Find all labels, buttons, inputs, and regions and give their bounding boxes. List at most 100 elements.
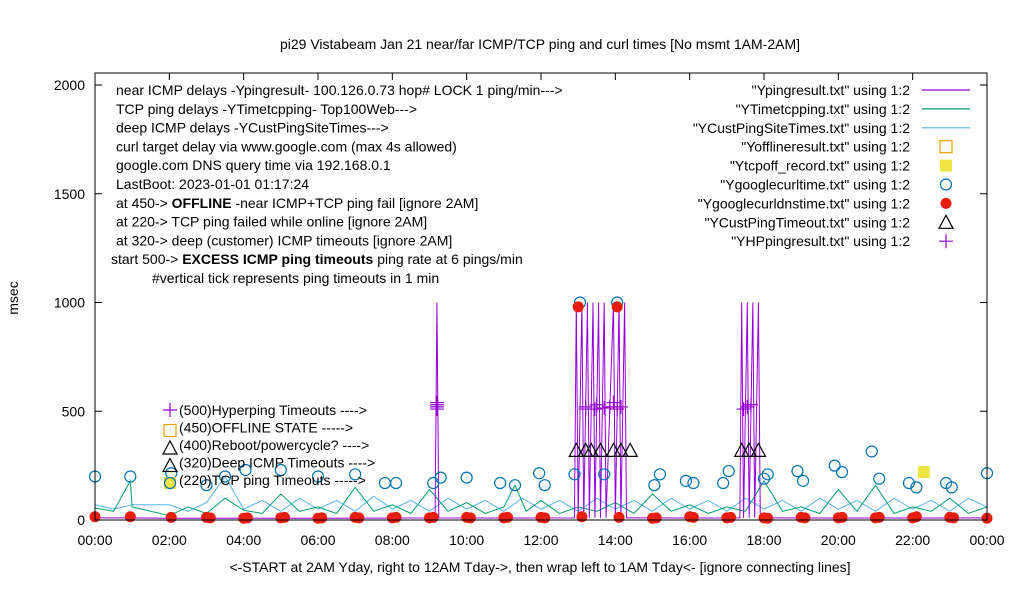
legend-label: "Ygooglecurldnstime.txt" using 1:2 bbox=[698, 195, 910, 211]
note-text: at 220-> TCP ping failed while online [i… bbox=[116, 214, 427, 230]
data-point bbox=[722, 464, 735, 478]
data-point bbox=[124, 511, 136, 523]
data-point bbox=[568, 468, 581, 481]
x-tick-label: 00:00 bbox=[969, 532, 1004, 548]
note-line: google.com DNS query time via 192.168.0.… bbox=[116, 157, 391, 173]
data-point bbox=[274, 463, 287, 477]
legend-label: "YHPpingresult.txt" using 1:2 bbox=[731, 233, 910, 249]
note-text: #vertical tick represents ping timeouts … bbox=[152, 270, 439, 286]
x-axis-label: <-START at 2AM Yday, right to 12AM Tday-… bbox=[229, 559, 850, 575]
data-point bbox=[165, 511, 177, 523]
data-point bbox=[835, 466, 849, 479]
level-marker bbox=[163, 423, 177, 438]
legend-sample bbox=[940, 197, 952, 209]
data-point bbox=[948, 512, 960, 524]
legend-label: "Ygooglecurltime.txt" using 1:2 bbox=[720, 177, 910, 193]
data-point bbox=[311, 470, 325, 483]
data-point bbox=[873, 511, 885, 523]
legend-label: "Ytcpoff_record.txt" using 1:2 bbox=[730, 158, 910, 174]
note-line: at 450-> OFFLINE -near ICMP+TCP ping fai… bbox=[116, 195, 478, 211]
data-point bbox=[828, 459, 841, 472]
data-point bbox=[508, 479, 522, 492]
note-line: #vertical tick represents ping timeouts … bbox=[152, 270, 439, 286]
data-point bbox=[910, 481, 923, 494]
series-line bbox=[94, 479, 988, 517]
data-point bbox=[538, 479, 551, 492]
data-point bbox=[576, 511, 588, 523]
data-point bbox=[611, 301, 623, 313]
data-point bbox=[124, 470, 137, 483]
note-text: near ICMP delays -Ypingresult- 100.126.0… bbox=[116, 82, 563, 98]
data-point bbox=[917, 466, 930, 479]
data-point bbox=[761, 468, 774, 481]
note-line: at 220-> TCP ping failed while online [i… bbox=[116, 214, 427, 230]
data-point bbox=[464, 512, 476, 524]
y-tick-label: 2000 bbox=[54, 77, 85, 93]
note-text: curl target delay via www.google.com (ma… bbox=[116, 138, 457, 154]
x-tick-label: 20:00 bbox=[821, 532, 856, 548]
data-point bbox=[865, 445, 878, 458]
x-tick-label: 12:00 bbox=[523, 532, 558, 548]
data-point bbox=[597, 400, 612, 415]
series-line bbox=[94, 475, 988, 512]
level-marker bbox=[163, 403, 177, 417]
level-label: (450)OFFLINE STATE -----> bbox=[179, 420, 353, 436]
x-tick-label: 16:00 bbox=[672, 532, 707, 548]
series-line bbox=[95, 302, 988, 519]
note-text: at 320-> deep (customer) ICMP timeouts [… bbox=[116, 232, 452, 248]
data-point bbox=[316, 512, 328, 524]
data-point bbox=[650, 512, 662, 524]
data-point bbox=[349, 468, 362, 481]
note-line: TCP ping delays -YTimetcpping- Top100Web… bbox=[116, 101, 417, 117]
data-point bbox=[610, 402, 625, 417]
note-text: google.com DNS query time via 192.168.0.… bbox=[116, 157, 391, 173]
data-point bbox=[910, 511, 922, 523]
data-point bbox=[241, 512, 253, 524]
x-tick-label: 02:00 bbox=[152, 532, 187, 548]
data-point bbox=[502, 511, 514, 523]
y-tick-label: 1000 bbox=[54, 295, 85, 311]
note-line: curl target delay via www.google.com (ma… bbox=[116, 138, 457, 154]
data-point bbox=[648, 479, 661, 492]
data-point bbox=[353, 512, 365, 524]
note-line: deep ICMP delays -YCustPingSiteTimes---> bbox=[116, 120, 389, 136]
data-point bbox=[873, 472, 886, 485]
data-point bbox=[200, 479, 213, 492]
legend: "Ypingresult.txt" using 1:2 "YTimetcpping… bbox=[693, 82, 970, 249]
chart-title: pi29 Vistabeam Jan 21 near/far ICMP/TCP … bbox=[280, 36, 800, 52]
legend-label: "Yofflineresult.txt" using 1:2 bbox=[741, 139, 910, 155]
data-point bbox=[613, 399, 628, 414]
level-marker bbox=[161, 439, 179, 455]
data-point bbox=[389, 476, 403, 490]
data-point bbox=[390, 511, 402, 523]
data-point bbox=[750, 442, 767, 457]
y-axis-label: msec bbox=[5, 281, 21, 314]
y-tick-label: 0 bbox=[77, 512, 85, 528]
note-text: ping rate at 6 pings/min bbox=[373, 251, 522, 267]
data-point bbox=[653, 468, 667, 481]
y-tick-label: 500 bbox=[62, 403, 86, 419]
data-point bbox=[598, 468, 611, 481]
level-label: (400)Reboot/powercycle? ----> bbox=[179, 437, 369, 453]
data-point bbox=[902, 476, 916, 490]
x-tick-label: 08:00 bbox=[375, 532, 410, 548]
data-point bbox=[427, 476, 440, 490]
data-point bbox=[622, 442, 639, 457]
data-point bbox=[239, 463, 252, 477]
level-label: (320)Deep ICMP Timeouts ----> bbox=[179, 455, 375, 471]
legend-sample bbox=[939, 234, 953, 249]
data-point bbox=[762, 512, 774, 524]
legend-label: "Ypingresult.txt" using 1:2 bbox=[752, 82, 911, 98]
data-point bbox=[494, 476, 507, 490]
data-point bbox=[572, 301, 584, 313]
x-tick-label: 04:00 bbox=[226, 532, 261, 548]
data-point bbox=[687, 476, 700, 490]
note-line: at 320-> deep (customer) ICMP timeouts [… bbox=[116, 232, 452, 248]
data-point bbox=[741, 442, 758, 457]
data-point bbox=[757, 472, 771, 485]
x-tick-label: 22:00 bbox=[895, 532, 930, 548]
data-point bbox=[740, 399, 755, 414]
data-point bbox=[533, 467, 546, 480]
legend-sample bbox=[937, 214, 955, 229]
